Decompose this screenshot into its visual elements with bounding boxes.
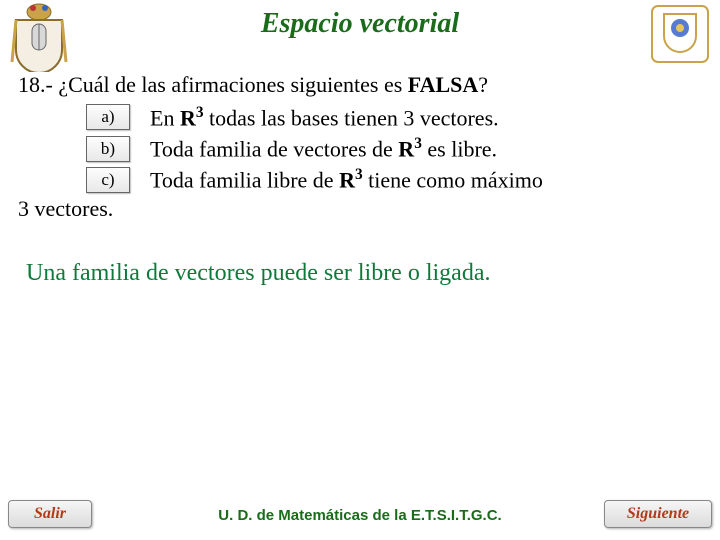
opt-c-after: tiene como máximo	[363, 168, 543, 193]
opt-b-exp: 3	[414, 135, 422, 152]
page-title: Espacio vectorial	[0, 8, 720, 40]
opt-c-before: Toda familia libre de	[150, 168, 339, 193]
salir-label: Salir	[34, 505, 66, 522]
opt-a-before: En	[150, 105, 180, 130]
prompt-bold: FALSA	[408, 72, 479, 97]
siguiente-button[interactable]: Siguiente	[604, 500, 712, 528]
option-a-button[interactable]: a)	[86, 104, 130, 130]
explanation-text: Una familia de vectores puede ser libre …	[26, 258, 694, 288]
option-c-continuation: 3 vectores.	[18, 196, 702, 222]
siguiente-label: Siguiente	[627, 505, 689, 522]
question-area: 18.- ¿Cuál de las afirmaciones siguiente…	[18, 70, 702, 222]
option-a-row: a) En R3 todas las bases tienen 3 vector…	[18, 104, 702, 131]
salir-button[interactable]: Salir	[8, 500, 92, 528]
title-text: Espacio vectorial	[261, 8, 459, 39]
opt-b-R: R	[398, 136, 414, 161]
opt-b-after: es libre.	[422, 136, 497, 161]
option-c-button[interactable]: c)	[86, 167, 130, 193]
option-a-text: En R3 todas las bases tienen 3 vectores.	[150, 104, 499, 131]
opt-a-R: R	[180, 105, 196, 130]
prompt-suffix: ?	[478, 72, 488, 97]
option-c-text: Toda familia libre de R3 tiene como máxi…	[150, 166, 543, 193]
opt-b-before: Toda familia de vectores de	[150, 136, 398, 161]
prompt-prefix: 18.- ¿Cuál de las afirmaciones siguiente…	[18, 72, 408, 97]
opt-c-exp: 3	[355, 166, 363, 183]
option-b-row: b) Toda familia de vectores de R3 es lib…	[18, 135, 702, 162]
option-b-text: Toda familia de vectores de R3 es libre.	[150, 135, 497, 162]
opt-a-after: todas las bases tienen 3 vectores.	[204, 105, 499, 130]
question-prompt: 18.- ¿Cuál de las afirmaciones siguiente…	[18, 70, 702, 100]
opt-a-exp: 3	[196, 104, 204, 121]
opt-c-R: R	[339, 168, 355, 193]
option-b-button[interactable]: b)	[86, 136, 130, 162]
option-c-row: c) Toda familia libre de R3 tiene como m…	[18, 166, 702, 193]
